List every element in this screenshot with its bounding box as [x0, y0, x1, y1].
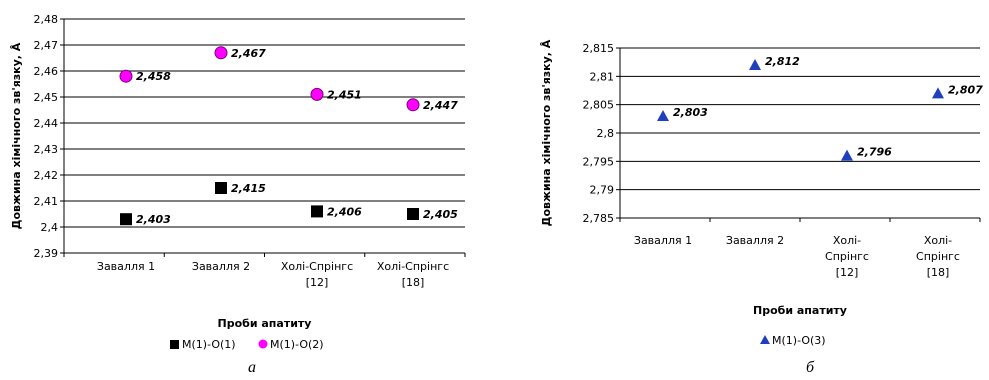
x-tick-label-line: Завалля 1: [97, 260, 155, 273]
data-label: 2,415: [231, 182, 266, 195]
y-tick-label: 2,81: [590, 70, 615, 83]
x-tick-label-line: [18]: [402, 276, 425, 289]
x-tick-label-line: Спрінгс: [825, 250, 869, 263]
x-tick-label: Завалля 1: [97, 260, 155, 273]
x-tick-label-line: Холі-: [833, 234, 861, 247]
data-point-square: [120, 213, 132, 226]
data-point-triangle: [932, 87, 944, 99]
data-label: 2,467: [231, 47, 266, 60]
chart-b: 2,785 2,79 2,795 2,8 2,805 2,81 2,815 Завалля 1…: [540, 39, 983, 376]
figure-caption: а: [248, 359, 256, 376]
y-tick-label: 2,45: [34, 91, 59, 104]
data-label: 2,406: [327, 205, 362, 218]
y-tick-label: 2,795: [583, 155, 615, 168]
data-point-triangle: [749, 59, 761, 70]
x-tick-label-line: [18]: [927, 266, 950, 279]
x-tick-label: Холі-Спрінгс [18]: [377, 260, 449, 289]
data-point-square: [215, 182, 227, 194]
data-label: 2,796: [857, 146, 892, 159]
x-axis-title: Проби апатиту: [218, 317, 312, 330]
data-point-square: [407, 208, 419, 220]
data-point-triangle: [657, 110, 669, 121]
x-tick-label-line: Спрінгс: [916, 250, 960, 263]
data-label: 2,458: [136, 70, 171, 83]
data-label: 2,403: [136, 213, 171, 226]
x-tick-label: Холі- Спрінгс [18]: [916, 234, 960, 279]
legend-label: M(1)-O(1): [182, 338, 236, 351]
data-label: 2,451: [327, 88, 362, 101]
data-label: 2,405: [423, 208, 458, 221]
data-point-triangle: [841, 149, 853, 161]
y-tick-label: 2,785: [583, 212, 615, 225]
y-tick-label: 2,815: [583, 42, 615, 55]
x-tick-label: Холі- Спрінгс [12]: [825, 234, 869, 279]
y-tick-label: 2,46: [34, 65, 59, 78]
x-axis-title: Проби апатиту: [753, 304, 847, 317]
data-label: 2,807: [948, 83, 983, 96]
x-tick-label-line: Завалля 2: [192, 260, 250, 273]
x-tick-label-line: Холі-Спрінгс: [377, 260, 449, 273]
x-tick-label: Завалля 2: [192, 260, 250, 273]
x-tick-label-line: Холі-Спрінгс: [281, 260, 353, 273]
x-tick-label: Завалля 2: [726, 234, 784, 247]
x-tick-label-line: [12]: [836, 266, 859, 279]
data-point-circle: [406, 98, 420, 112]
y-axis-title: Довжина хімічного зв'язку, Å: [540, 39, 553, 226]
y-tick-label: 2,44: [34, 117, 59, 130]
x-tick-label: Завалля 1: [634, 234, 692, 247]
data-point-circle: [310, 87, 324, 101]
y-tick-label: 2,41: [34, 195, 59, 208]
legend-label: M(1)-O(2): [270, 338, 324, 351]
figure-caption: б: [806, 359, 815, 376]
y-tick-label: 2,805: [583, 99, 615, 112]
x-tick-label: Холі-Спрінгс [12]: [281, 260, 353, 289]
x-tick-label-line: Завалля 2: [726, 234, 784, 247]
y-axis-title: Довжина хімічного зв'язку, Å: [10, 42, 23, 229]
data-label: 2,812: [765, 55, 800, 68]
y-tick-label: 2,42: [34, 169, 59, 182]
y-tick-label: 2,47: [34, 39, 59, 52]
x-tick-label-line: Холі-: [924, 234, 952, 247]
data-label: 2,447: [423, 99, 458, 112]
legend-marker-triangle: [760, 335, 770, 344]
data-point-square: [311, 205, 323, 218]
y-tick-label: 2,48: [34, 13, 59, 26]
y-tick-label: 2,79: [590, 184, 615, 197]
legend-label: M(1)-O(3): [772, 334, 826, 347]
y-tick-label: 2,39: [34, 247, 59, 260]
y-tick-label: 2,8: [597, 127, 615, 140]
x-tick-label-line: Завалля 1: [634, 234, 692, 247]
y-tick-label: 2,4: [41, 221, 59, 234]
data-point-circle: [119, 69, 133, 83]
x-tick-label-line: [12]: [306, 276, 329, 289]
legend-marker-square: [170, 340, 179, 349]
data-label: 2,803: [673, 106, 708, 119]
chart-a: 2,39 2,4 2,41 2,42 2,43 2,44 2,45 2,46 2,47 2,48 З…: [10, 13, 466, 376]
data-point-circle: [214, 46, 228, 60]
legend-marker-circle: [258, 339, 268, 349]
y-tick-label: 2,43: [34, 143, 59, 156]
